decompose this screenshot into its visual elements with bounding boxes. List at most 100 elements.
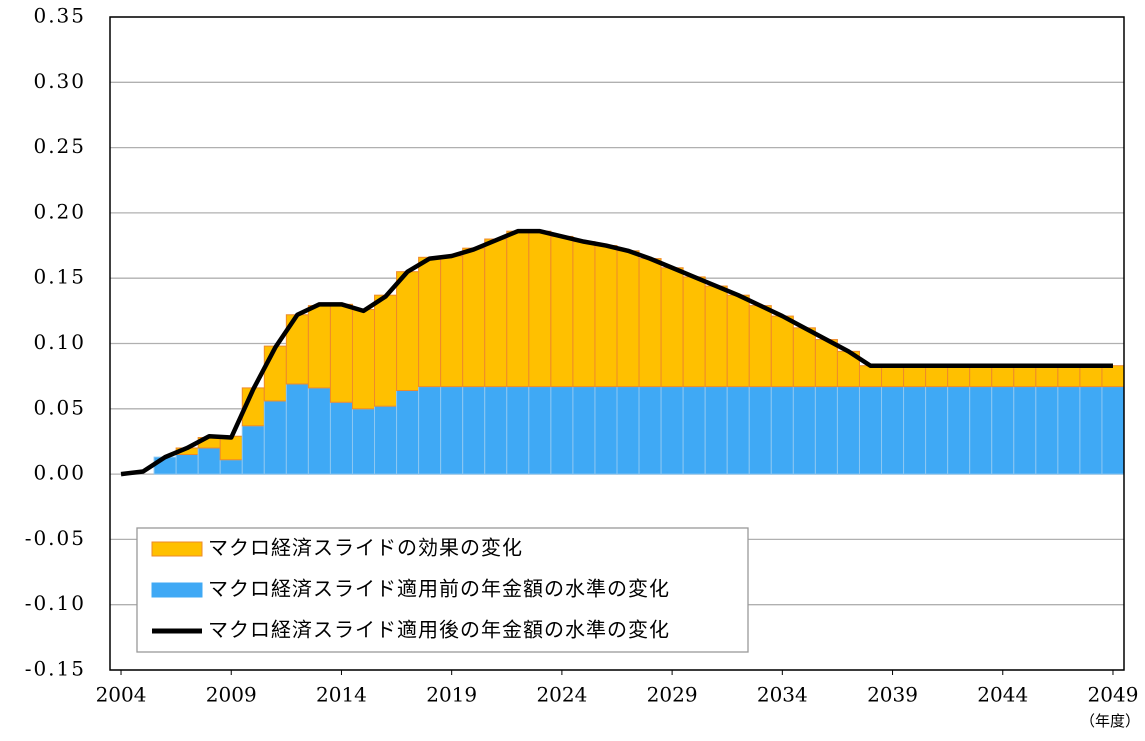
x-tick-label: 2049 [1088, 683, 1139, 707]
bar [351, 408, 376, 475]
bar [991, 365, 1015, 388]
bar [1079, 386, 1103, 475]
bar [285, 383, 309, 475]
bar [947, 386, 971, 475]
bar [506, 386, 530, 475]
bar [704, 285, 728, 388]
bar [903, 365, 927, 388]
bar [484, 238, 508, 388]
bar [550, 235, 574, 388]
bar [1079, 365, 1103, 388]
bar [219, 459, 243, 475]
bar [748, 305, 772, 388]
bar [748, 386, 772, 475]
bar [881, 365, 905, 388]
bar [1013, 365, 1037, 388]
bar [726, 294, 750, 388]
x-tick-label: 2004 [96, 683, 147, 707]
bar [903, 386, 927, 475]
bar [484, 386, 508, 475]
legend-label: マクロ経済スライド適用前の年金額の水準の変化 [208, 577, 670, 601]
x-tick-label: 2039 [867, 683, 918, 707]
bar [528, 230, 552, 388]
x-tick-label: 2019 [426, 683, 477, 707]
bar [1101, 365, 1125, 388]
y-tick-label: 0.15 [33, 265, 86, 289]
bar [1057, 365, 1081, 388]
legend-box [136, 527, 749, 653]
plot-border [109, 16, 1125, 671]
bar [991, 386, 1015, 475]
x-axis-label: （年度） [1080, 712, 1140, 730]
bar [175, 454, 199, 475]
bar [418, 256, 442, 388]
bar [682, 276, 706, 388]
bar [792, 386, 816, 475]
y-tick-label: 0.00 [33, 461, 86, 485]
bar [836, 386, 860, 475]
bar [418, 386, 442, 475]
bar [462, 247, 486, 388]
bar [616, 250, 640, 388]
bar [638, 258, 662, 388]
bar [638, 386, 662, 475]
bar [881, 386, 905, 475]
bar [858, 365, 883, 388]
y-tick-label: -0.05 [25, 526, 86, 550]
bar [528, 386, 552, 475]
bar [462, 386, 486, 475]
legend-label: マクロ経済スライド適用後の年金額の水準の変化 [208, 618, 670, 642]
bar [814, 386, 838, 475]
bar [792, 327, 816, 388]
bar [440, 255, 464, 388]
bar [263, 345, 287, 402]
y-tick-label: 0.30 [33, 69, 86, 93]
bar [616, 386, 640, 475]
y-tick-label: 0.35 [33, 4, 86, 28]
y-tick-label: -0.10 [25, 591, 86, 615]
x-tick-label: 2014 [316, 683, 367, 707]
bar [572, 386, 596, 475]
bar [440, 386, 464, 475]
bar [770, 315, 794, 388]
bar [307, 387, 331, 475]
y-tick-label: -0.15 [25, 657, 86, 681]
bar [594, 245, 618, 388]
bar [682, 386, 706, 475]
bar [396, 390, 420, 475]
bar [1013, 386, 1037, 475]
bar [241, 425, 265, 475]
bar [307, 305, 331, 389]
y-tick-label: 0.10 [33, 330, 86, 354]
bar [925, 386, 949, 475]
bar [329, 303, 353, 403]
bar [726, 386, 750, 475]
bar [1035, 386, 1059, 475]
x-tick-label: 2024 [536, 683, 587, 707]
legend-swatch [151, 582, 203, 598]
bar [506, 230, 530, 388]
bar [660, 386, 684, 475]
bar [704, 386, 728, 475]
bar [1035, 365, 1059, 388]
x-tick-label: 2009 [206, 683, 257, 707]
bar [1101, 386, 1125, 475]
legend-swatch [151, 541, 203, 557]
bar [550, 386, 574, 475]
bar [263, 400, 287, 475]
y-tick-label: 0.20 [33, 199, 86, 223]
bar [374, 294, 398, 407]
bar [969, 365, 993, 388]
bar [594, 386, 618, 475]
bar [1057, 386, 1081, 475]
bar [660, 267, 684, 388]
bar [770, 386, 794, 475]
line [120, 228, 1113, 477]
bar [969, 386, 993, 475]
bar [572, 241, 596, 388]
bar [814, 339, 838, 388]
x-tick-label: 2029 [647, 683, 698, 707]
bar [947, 365, 971, 388]
legend-label: マクロ経済スライドの効果の変化 [208, 536, 523, 560]
